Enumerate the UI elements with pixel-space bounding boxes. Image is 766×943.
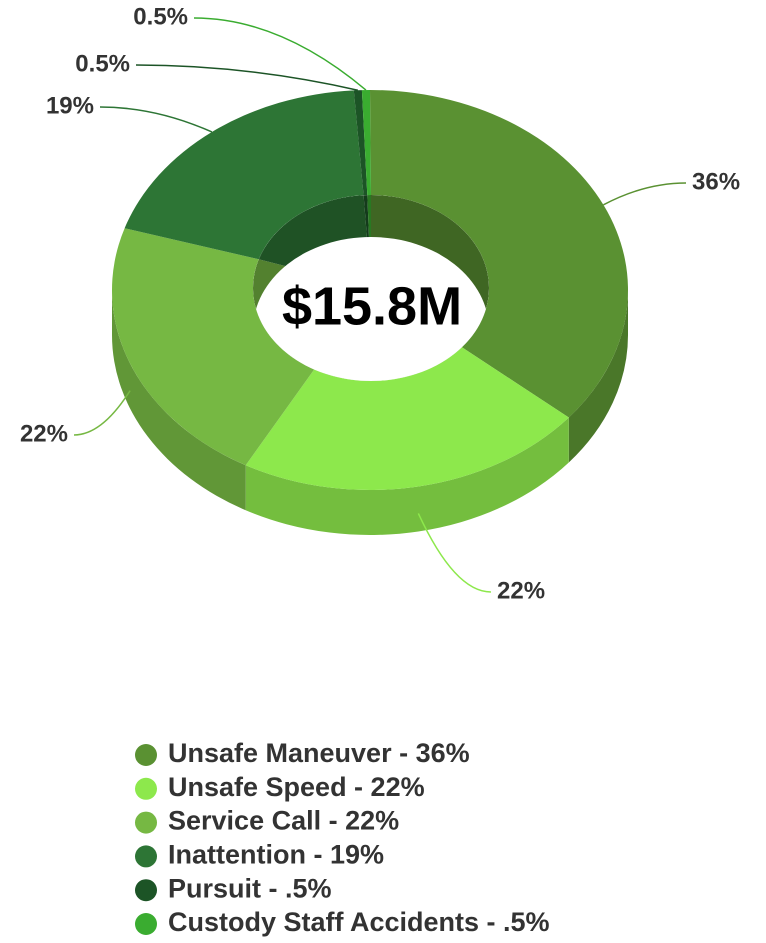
slice-side <box>568 290 628 463</box>
leader-line <box>417 513 492 593</box>
data-label: 19% <box>46 92 94 119</box>
legend-marker <box>135 811 157 834</box>
legend: Unsafe Maneuver - 36% Unsafe Speed - 22% S… <box>135 738 550 937</box>
leader-line <box>73 390 131 436</box>
legend-marker <box>135 777 157 800</box>
slice-side <box>112 290 246 511</box>
legend-label: Unsafe Speed - 22% <box>168 772 425 802</box>
legend-label: Pursuit - .5% <box>168 873 332 903</box>
slice-side <box>245 417 569 535</box>
slice <box>111 228 315 466</box>
top-faces <box>111 90 628 490</box>
legend-label: Service Call - 22% <box>168 806 399 836</box>
legend-marker <box>135 845 157 868</box>
data-label: 36% <box>692 168 740 195</box>
leader-line <box>603 182 687 206</box>
slice <box>370 90 628 418</box>
slice <box>245 347 569 490</box>
data-label: 0.5% <box>133 3 188 30</box>
leader-line <box>193 17 367 91</box>
data-label: 22% <box>20 420 68 447</box>
leader-line <box>135 64 359 91</box>
slice <box>361 90 371 196</box>
leaders: 36% 22% 22% 19% 0.5%0.5% <box>20 3 740 604</box>
slice <box>124 90 364 260</box>
legend-label: Custody Staff Accidents - .5% <box>168 907 550 937</box>
legend-marker <box>135 913 157 935</box>
data-label: 22% <box>497 577 545 604</box>
leader-line <box>99 106 213 133</box>
legend-label: Unsafe Maneuver - 36% <box>168 738 470 768</box>
slice <box>353 90 368 196</box>
side-walls <box>112 290 628 535</box>
data-label: 0.5% <box>75 50 130 77</box>
legend-label: Inattention - 19% <box>168 840 384 870</box>
legend-marker <box>135 744 157 766</box>
center-label: $15.8M <box>282 276 462 336</box>
legend-marker <box>135 879 157 902</box>
